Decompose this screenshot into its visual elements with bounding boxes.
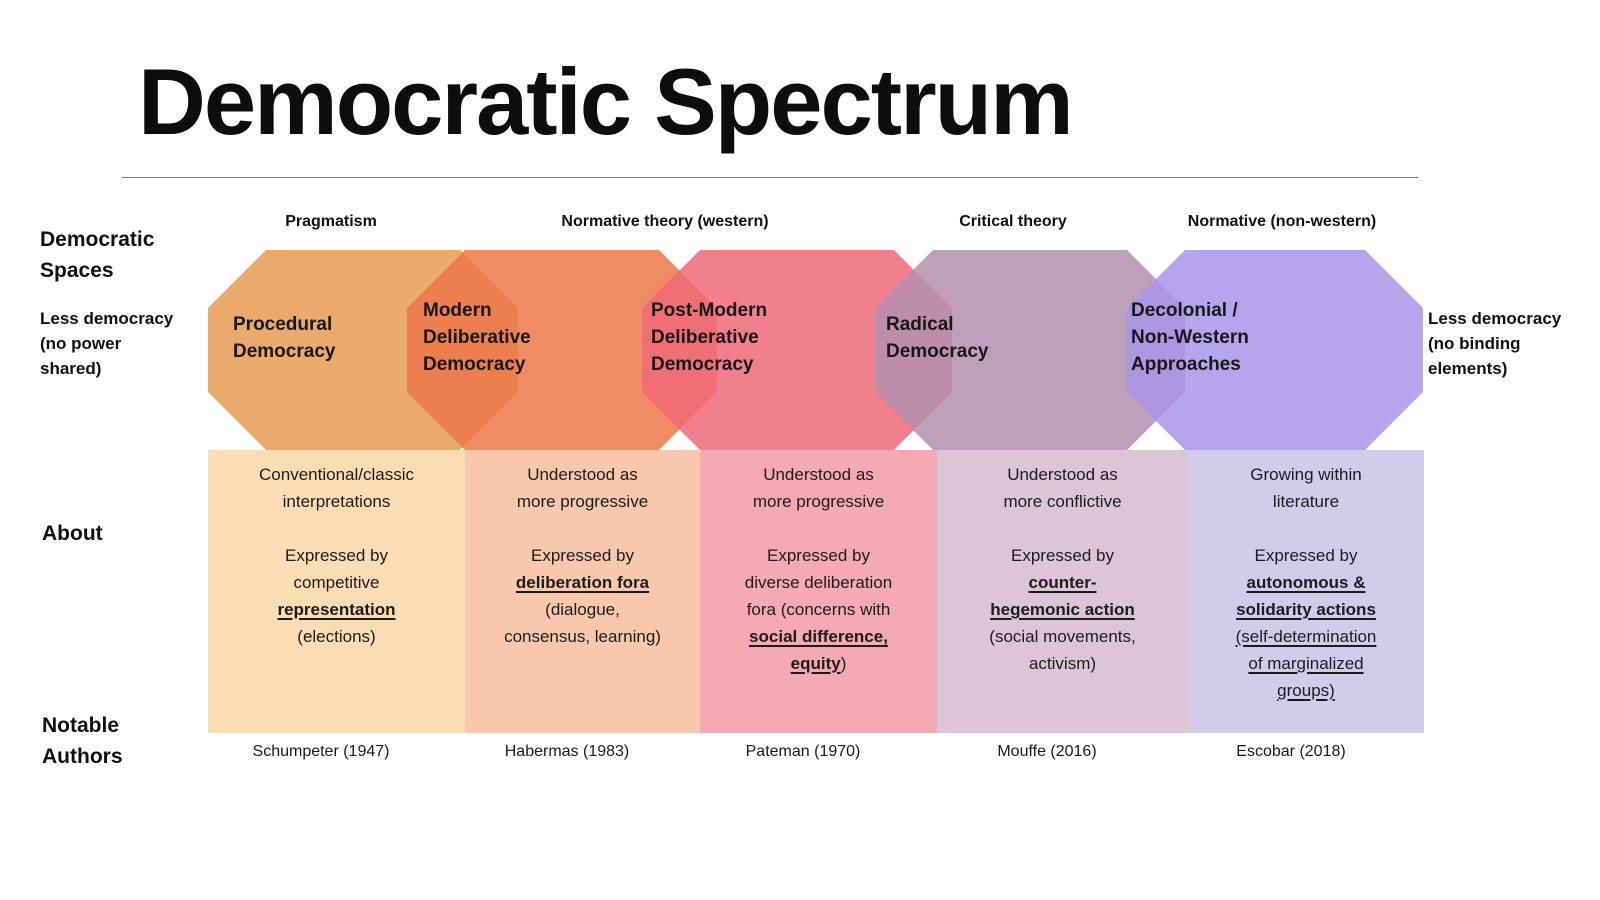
author-label-1: Schumpeter (1947) xyxy=(252,743,390,760)
about-column-4: Understood as more conflictive Expressed b… xyxy=(937,450,1188,733)
about-text-3: Understood as more progressive Expressed b… xyxy=(744,465,893,673)
category-label-3: Critical theory xyxy=(959,213,1067,230)
shape-title-1: Procedural Democracy xyxy=(233,314,336,362)
page-title: Democratic Spectrum xyxy=(138,49,1074,154)
about-column-3: Understood as more progressive Expressed b… xyxy=(700,450,937,733)
category-label-4: Normative (non-western) xyxy=(1187,213,1377,230)
about-text-5: Growing within literature Expressed by auto… xyxy=(1235,465,1377,700)
shape-title-4: Radical Democracy xyxy=(886,314,989,362)
label-notable-authors: Notable Authors xyxy=(42,714,123,768)
label-about: About xyxy=(42,522,103,545)
category-label-2: Normative theory (western) xyxy=(561,213,769,230)
about-text-4: Understood as more conflictive Expressed b… xyxy=(989,465,1136,673)
about-column-1: Conventional/classic interpretations Expre… xyxy=(208,450,465,733)
label-democratic-spaces: Democratic Spaces xyxy=(40,228,155,282)
shape-title-5: Decolonial / Non-Western Approaches xyxy=(1131,300,1249,375)
author-label-5: Escobar (2018) xyxy=(1236,743,1346,760)
about-text-1: Conventional/classic interpretations Expre… xyxy=(259,465,414,646)
author-label-4: Mouffe (2016) xyxy=(997,743,1097,760)
shape-title-2: Modern Deliberative Democracy xyxy=(423,300,531,375)
about-column-5: Growing within literature Expressed by auto… xyxy=(1188,450,1424,733)
title-underline-rule xyxy=(122,177,1418,178)
author-label-3: Pateman (1970) xyxy=(745,743,861,760)
about-column-2: Understood as more progressive Expressed b… xyxy=(465,450,700,733)
author-label-2: Habermas (1983) xyxy=(504,743,630,760)
shape-title-3: Post-Modern Deliberative Democracy xyxy=(651,300,768,375)
label-less-democracy-right: Less democracy (no binding elements) xyxy=(1428,309,1562,378)
label-less-democracy-left: Less democracy (no power shared) xyxy=(40,309,174,378)
category-label-1: Pragmatism xyxy=(285,213,377,230)
spectrum-shape-5 xyxy=(1127,250,1423,450)
about-text-2: Understood as more progressive Expressed b… xyxy=(504,465,661,646)
